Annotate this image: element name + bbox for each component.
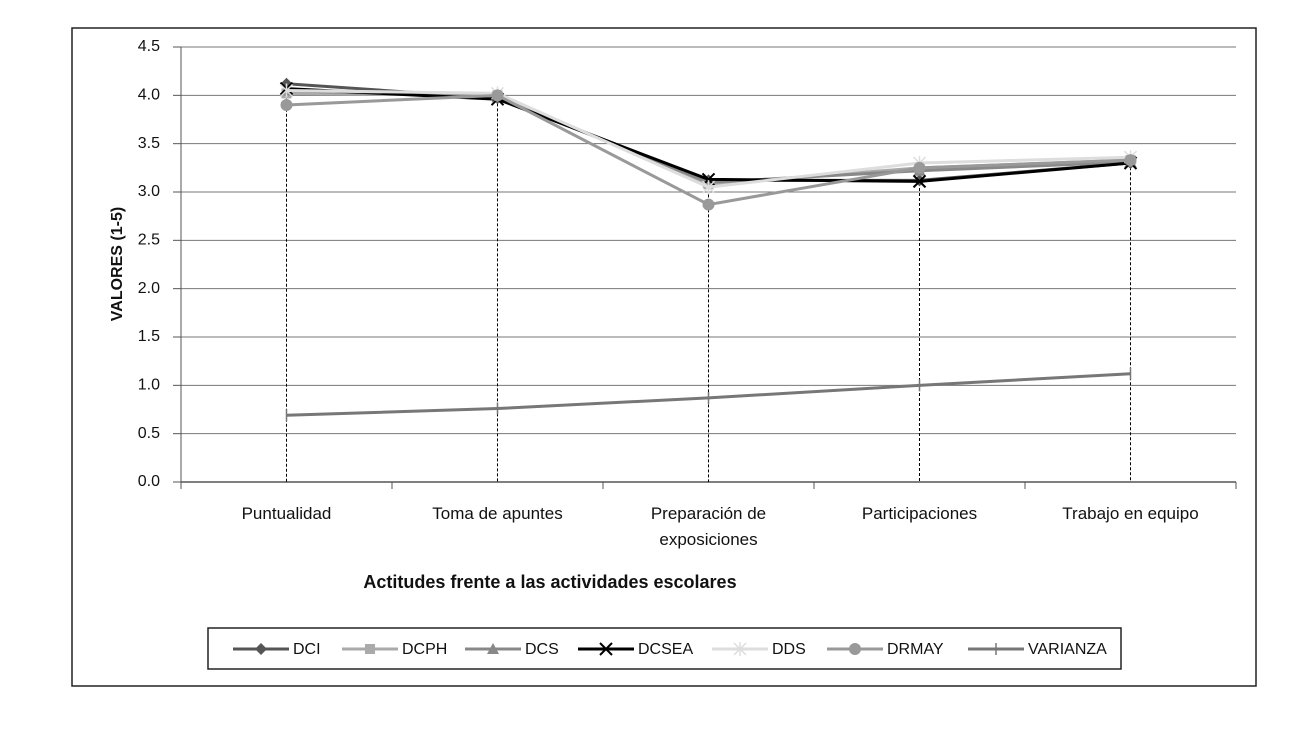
point — [702, 198, 715, 211]
y-tick-label: 0.5 — [138, 425, 160, 442]
legend-label: DRMAY — [887, 641, 944, 658]
legend-label: DCSEA — [638, 641, 693, 658]
series-line — [286, 89, 1131, 184]
y-tick-label: 1.0 — [138, 377, 160, 394]
legend-box — [207, 627, 1122, 670]
frame — [71, 27, 1257, 687]
point — [701, 180, 716, 195]
x-tick-label: Preparación de exposiciones — [650, 504, 767, 549]
point — [912, 174, 927, 189]
legend-label: VARIANZA — [1028, 641, 1107, 658]
y-tick-label: 3.0 — [138, 183, 160, 200]
point — [599, 642, 613, 656]
x-tick-label: Toma de apuntes — [432, 504, 563, 523]
y-tick-label: 4.0 — [138, 87, 160, 104]
legend-label: DCS — [525, 641, 559, 658]
y-tick-label: 1.5 — [138, 328, 160, 345]
point — [849, 643, 861, 655]
point — [487, 643, 499, 654]
y-tick-label: 2.5 — [138, 232, 160, 249]
point — [280, 99, 293, 111]
y-tick-label: 0.0 — [138, 473, 160, 490]
y-tick-label: 4.5 — [138, 38, 160, 55]
point — [279, 83, 294, 98]
x-tick-label: Participaciones — [861, 504, 978, 523]
x-tick-label: Trabajo en equipo — [1062, 504, 1199, 523]
point — [913, 161, 926, 174]
y-axis-title: VALORES (1-5) — [109, 207, 126, 321]
point — [1124, 154, 1137, 167]
point — [365, 644, 375, 654]
x-tick-label: Puntualidad — [241, 504, 332, 523]
legend-label: DCPH — [402, 641, 447, 658]
y-tick-label: 3.5 — [138, 135, 160, 152]
y-tick-label: 2.0 — [138, 280, 160, 297]
point — [491, 89, 504, 102]
series-line — [286, 91, 1131, 186]
legend-label: DCI — [293, 641, 321, 658]
x-axis-title: Actitudes frente a las actividades escol… — [363, 572, 736, 592]
legend-label: DDS — [772, 641, 806, 658]
point — [255, 643, 267, 655]
point — [733, 642, 747, 656]
